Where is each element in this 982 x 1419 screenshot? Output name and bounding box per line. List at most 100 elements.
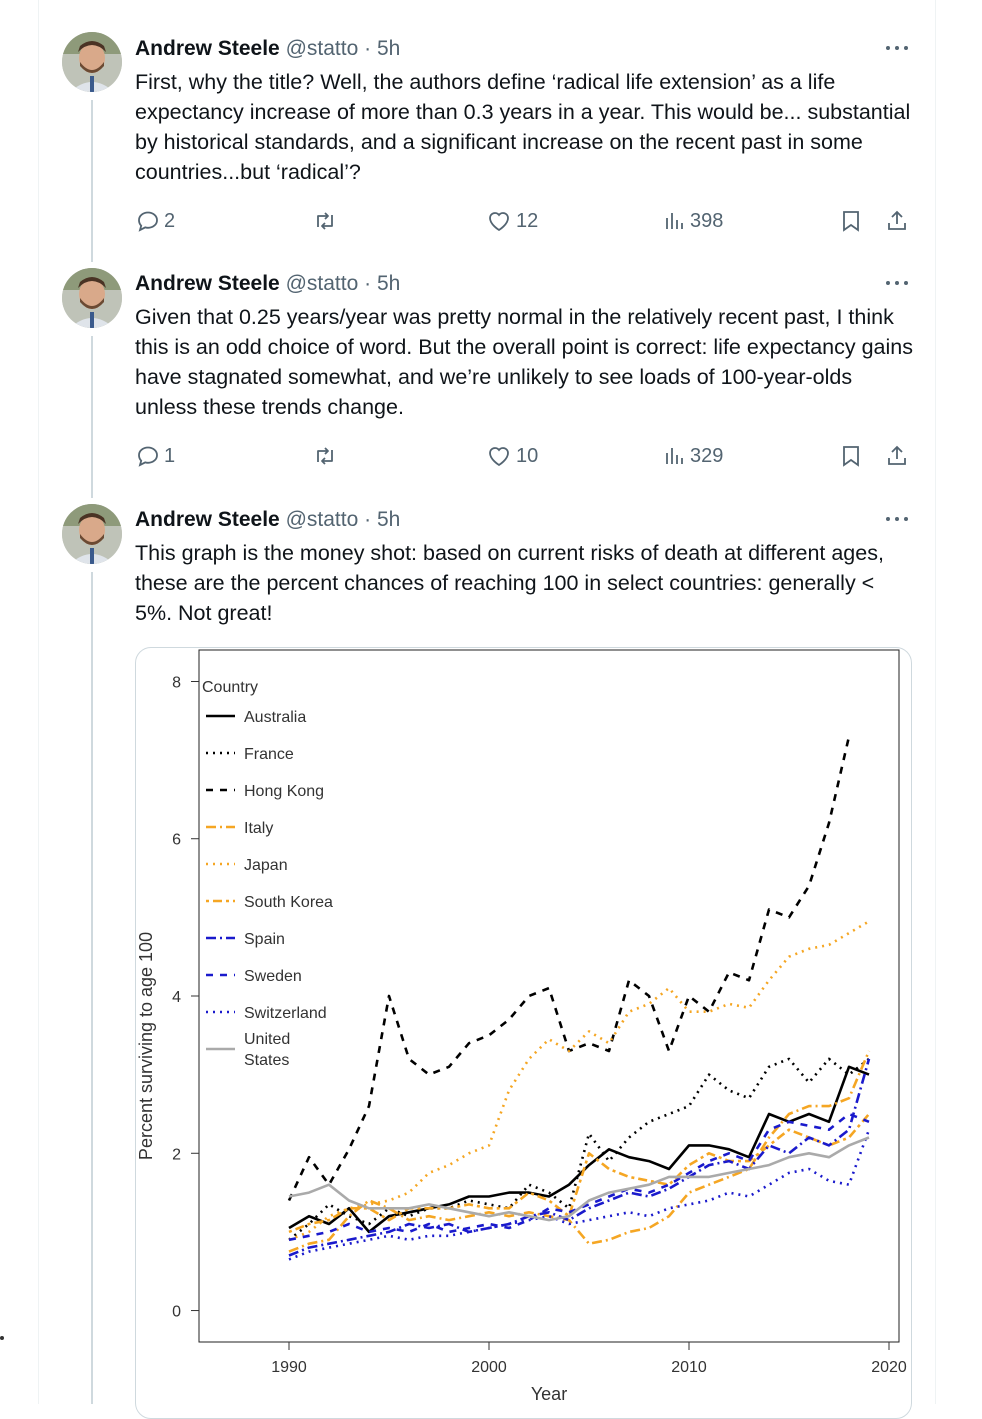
thread-connector [91, 100, 93, 262]
share-button[interactable] [885, 441, 909, 471]
legend-label: Australia [244, 709, 306, 726]
x-tick-label: 1990 [271, 1359, 307, 1376]
heart-icon [489, 447, 509, 467]
thread-connector [91, 572, 93, 1404]
legend-label: South Korea [244, 894, 333, 911]
column-border-right [935, 0, 936, 1404]
avatar-image [62, 504, 122, 564]
tweet-header: Andrew Steele @statto · 5h [135, 507, 400, 533]
avatar[interactable] [62, 504, 122, 564]
more-icon[interactable] [884, 43, 914, 53]
retweet-icon [317, 447, 333, 465]
tweet-actions: 2 12 398 [0, 206, 982, 236]
y-tick-label: 4 [172, 989, 181, 1006]
timestamp[interactable]: 5h [376, 272, 401, 295]
series-line-switzerland [288, 1129, 871, 1261]
thread-connector [91, 336, 93, 498]
share-button[interactable] [885, 206, 909, 236]
legend-label: Switzerland [244, 1005, 327, 1022]
share-icon [888, 445, 906, 465]
series-line-italy [288, 1050, 871, 1253]
series-line-japan [288, 920, 870, 1242]
more-icon[interactable] [884, 278, 914, 288]
timestamp[interactable]: 5h [376, 508, 401, 531]
author-name[interactable]: Andrew Steele [135, 272, 280, 295]
like-count: 12 [516, 209, 539, 232]
bookmark-button[interactable] [840, 441, 862, 471]
plot-area [198, 649, 900, 1343]
series-line-australia [288, 1065, 870, 1234]
y-tick-label: 0 [172, 1304, 181, 1321]
views-icon [666, 213, 683, 229]
legend-label: United [244, 1031, 290, 1048]
legend-label: Japan [244, 857, 288, 874]
like-count: 10 [516, 444, 539, 467]
reply-icon [138, 211, 158, 232]
more-icon[interactable] [884, 514, 914, 524]
tweet-actions: 1 10 329 [0, 441, 982, 471]
bookmark-button[interactable] [840, 206, 862, 236]
avatar[interactable] [62, 268, 122, 328]
series-line-south-korea [288, 1113, 870, 1234]
views-button[interactable]: 398 [662, 206, 723, 236]
tweet-header: Andrew Steele @statto · 5h [135, 36, 400, 62]
tweet-text: This graph is the money shot: based on c… [135, 541, 884, 625]
views-icon [666, 448, 683, 464]
legend-label: France [244, 746, 294, 763]
series-line-sweden [288, 1112, 870, 1242]
share-icon [888, 210, 906, 230]
bookmark-icon [843, 211, 859, 232]
avatar-image [62, 268, 122, 328]
edge-mark [0, 1336, 4, 1340]
chart-legend: Country Australia France Hong Kong Italy Japa… [202, 679, 333, 1069]
author-handle[interactable]: @statto [285, 508, 359, 531]
series-line-united-states [288, 1136, 870, 1222]
legend-label: Spain [244, 931, 285, 948]
heart-icon [489, 212, 509, 232]
tweet-text: First, why the title? Well, the authors … [135, 70, 911, 184]
retweet-icon [317, 212, 333, 230]
like-button[interactable]: 12 [486, 206, 538, 236]
x-tick-label: 2010 [671, 1359, 707, 1376]
reply-count: 1 [164, 444, 176, 467]
author-name[interactable]: Andrew Steele [135, 37, 280, 60]
tweet-header: Andrew Steele @statto · 5h [135, 271, 400, 297]
tweet-text: Given that 0.25 years/year was pretty no… [135, 305, 913, 419]
bookmark-icon [843, 446, 859, 467]
avatar[interactable] [62, 32, 122, 92]
x-tick-label: 2000 [471, 1359, 507, 1376]
legend-label: Sweden [244, 968, 302, 985]
separator: · [364, 508, 372, 531]
avatar-image [62, 32, 122, 92]
author-handle[interactable]: @statto [285, 272, 359, 295]
legend-label: Italy [244, 820, 273, 837]
media-image[interactable]: 0 2 4 6 8 1990 2000 2010 2020 Year Percent survivi… [135, 647, 912, 1419]
legend-title: Country [202, 679, 258, 696]
timestamp[interactable]: 5h [376, 37, 401, 60]
x-tick-label: 2020 [871, 1359, 907, 1376]
reply-count: 2 [164, 209, 176, 232]
chart-axes: 0 2 4 6 8 1990 2000 2010 2020 Year Percent survivi… [136, 674, 907, 1404]
x-axis-label: Year [531, 1384, 567, 1404]
like-button[interactable]: 10 [486, 441, 538, 471]
author-name[interactable]: Andrew Steele [135, 508, 280, 531]
reply-button[interactable]: 1 [136, 441, 175, 471]
series-line-spain [288, 1058, 871, 1257]
chart-series [287, 736, 871, 1261]
plot-frame [198, 649, 900, 1343]
retweet-button[interactable] [312, 441, 338, 471]
separator: · [364, 37, 372, 60]
separator: · [364, 272, 372, 295]
author-handle[interactable]: @statto [285, 37, 359, 60]
reply-button[interactable]: 2 [136, 206, 175, 236]
chart: 0 2 4 6 8 1990 2000 2010 2020 Year Percent survivi… [136, 649, 907, 1404]
series-line-france [288, 1057, 870, 1241]
view-count: 329 [690, 444, 724, 467]
y-tick-label: 8 [172, 674, 181, 691]
retweet-button[interactable] [312, 206, 338, 236]
y-axis-label: Percent surviving to age 100 [136, 932, 156, 1160]
legend-label: States [244, 1052, 289, 1069]
column-border-left [38, 0, 39, 1404]
views-button[interactable]: 329 [662, 441, 723, 471]
legend-label: Hong Kong [244, 783, 324, 800]
